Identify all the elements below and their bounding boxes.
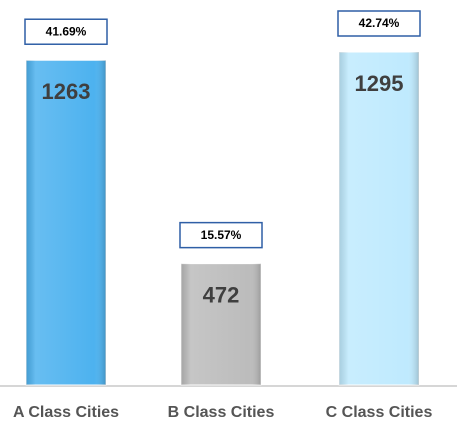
annotation: 42.74% [359,16,400,30]
value-label: 472 [203,282,240,307]
x-tick-label: C Class Cities [326,404,433,421]
annotation: 15.57% [201,228,242,242]
x-tick-label: B Class Cities [168,404,275,421]
value-label: 1263 [42,79,91,104]
annotation: 41.69% [46,24,87,38]
annotation-box [337,10,421,37]
annotation-box [179,221,263,249]
value-label: 1295 [355,71,404,96]
bar-shade [339,52,419,385]
annotation-box [24,18,108,45]
bar-shade [181,263,261,385]
bar-shade [26,60,106,385]
x-tick-label: A Class Cities [13,404,119,421]
